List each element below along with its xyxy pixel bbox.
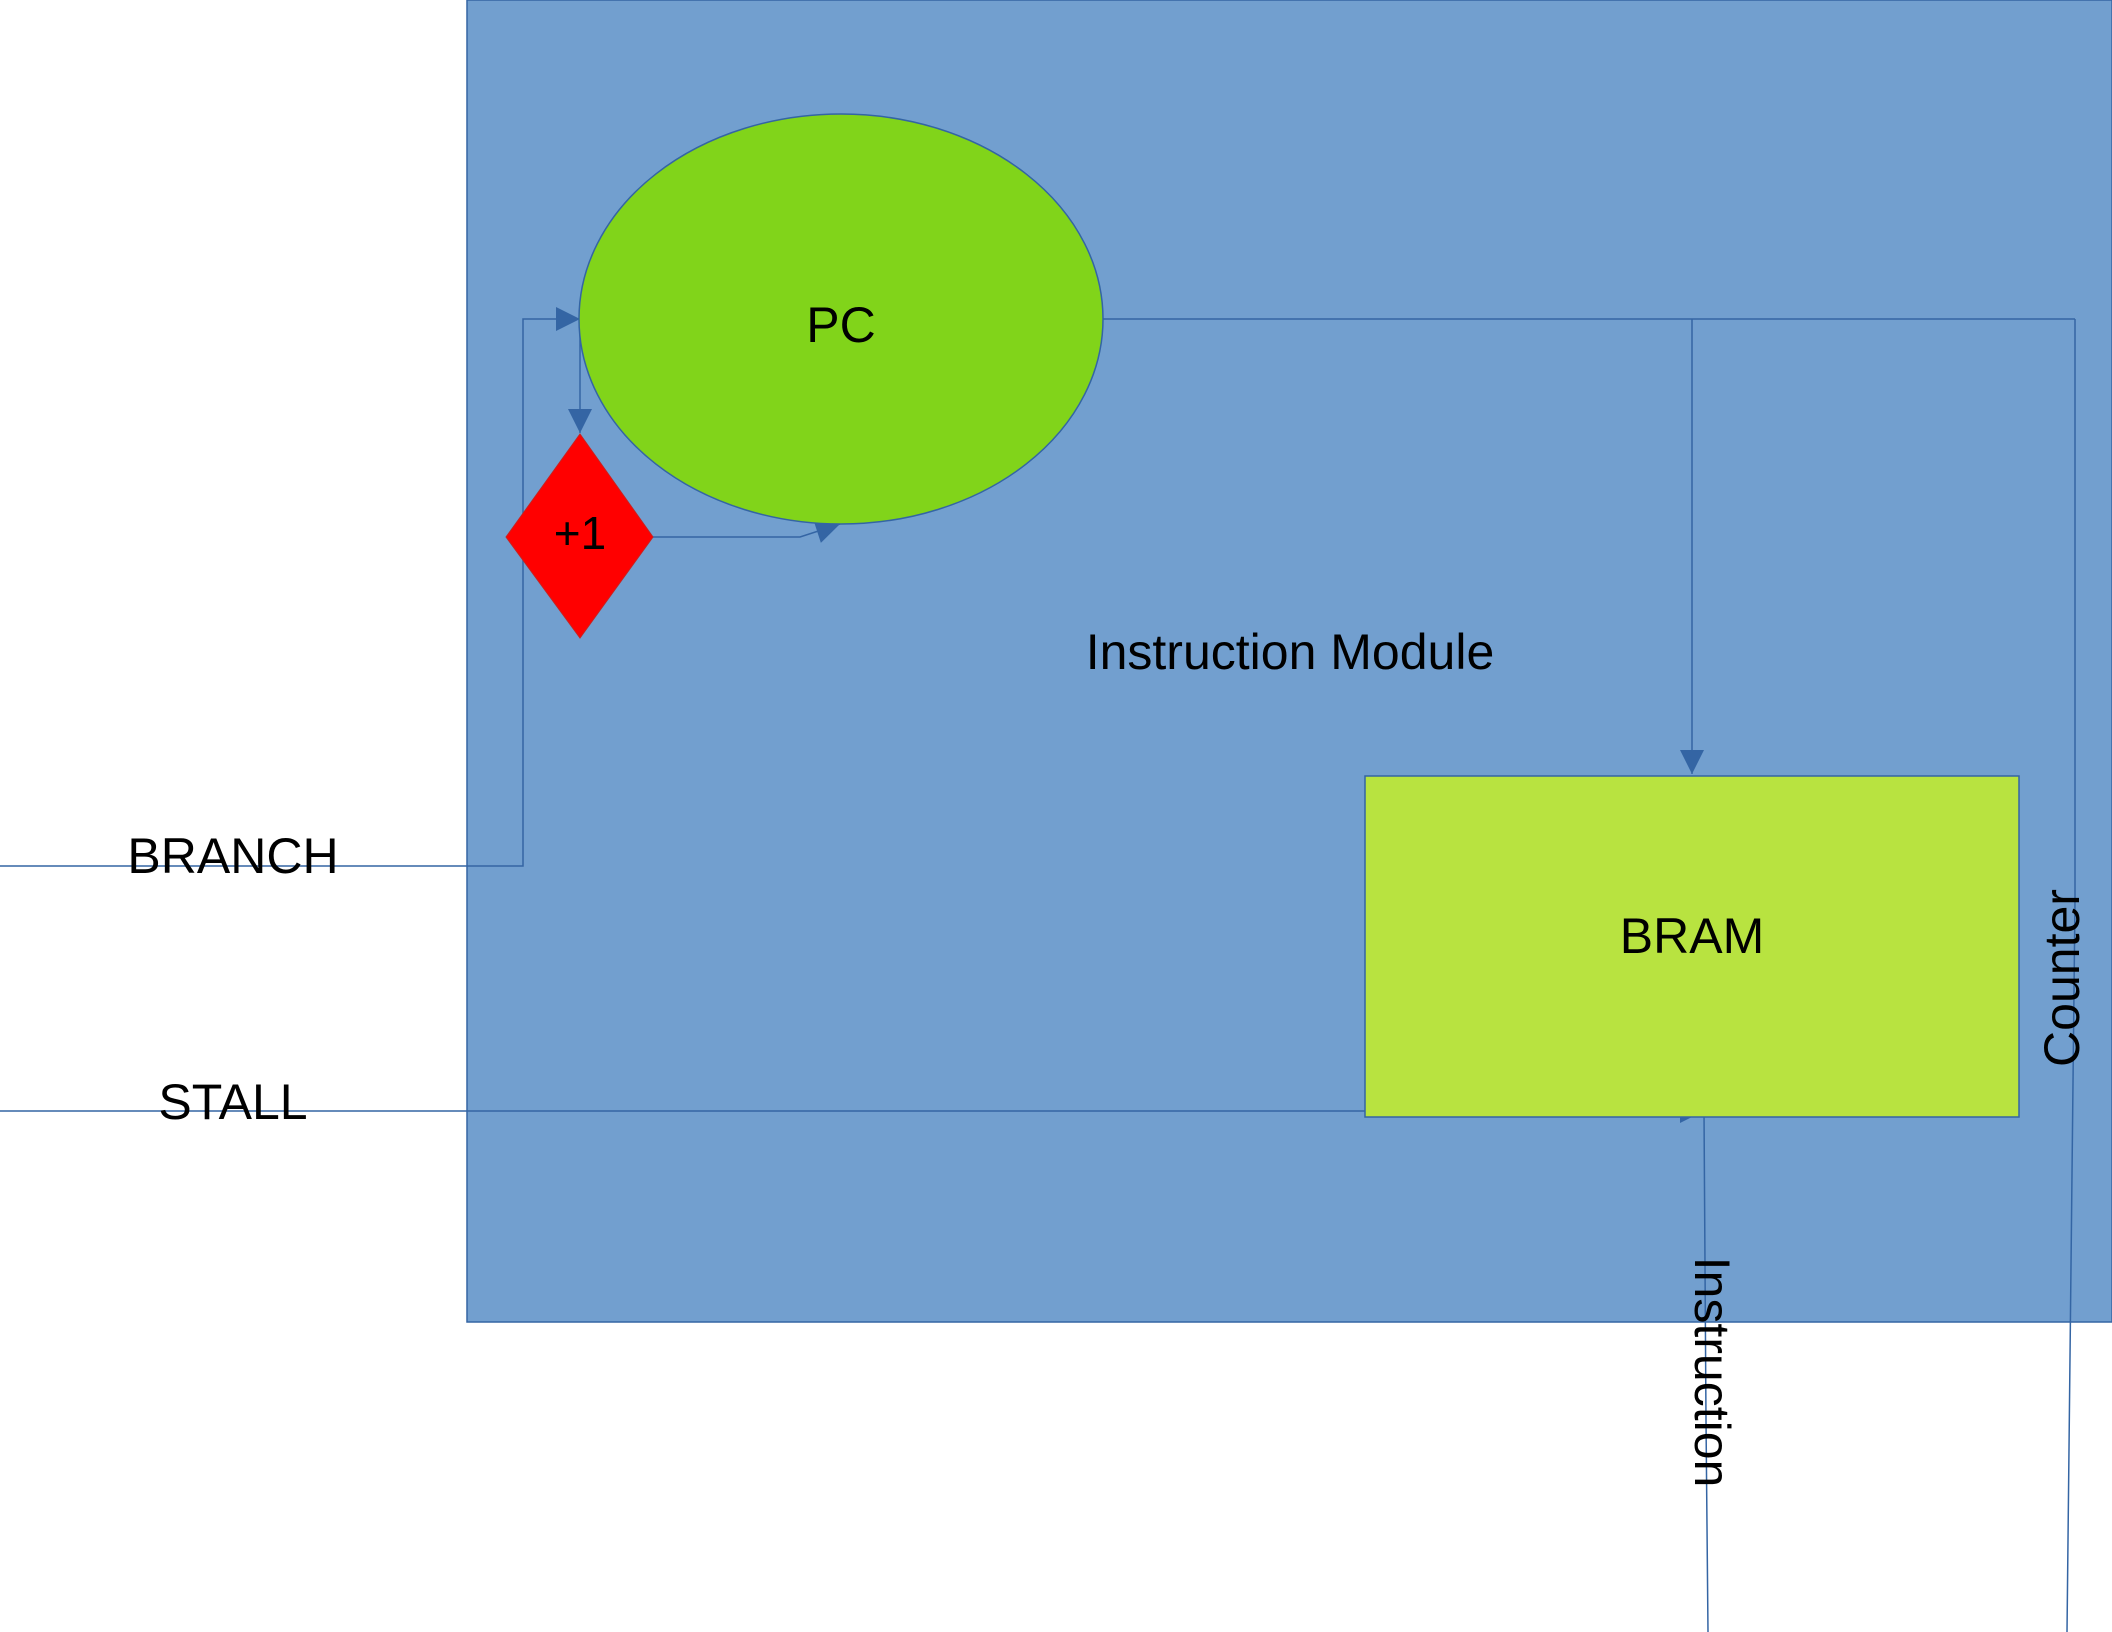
increment-diamond	[505, 433, 654, 639]
wires	[0, 307, 2076, 1632]
increment-label: +1	[554, 507, 606, 559]
module-label: Instruction Module	[1086, 624, 1495, 680]
stall-label: STALL	[158, 1074, 307, 1130]
counter-output-wire	[2066, 319, 2076, 1632]
increment-to-pc-wire	[653, 520, 841, 543]
pc-register	[578, 113, 1104, 525]
bram-block	[1364, 775, 2020, 1118]
instruction-output-wire	[1703, 1110, 1709, 1632]
pc-label: PC	[806, 297, 875, 353]
branch-wire	[0, 307, 580, 867]
branch-label: BRANCH	[127, 828, 338, 884]
counter-label: Counter	[2034, 889, 2090, 1067]
instruction-label: Instruction	[1684, 1257, 1740, 1488]
bram-label: BRAM	[1620, 908, 1764, 964]
